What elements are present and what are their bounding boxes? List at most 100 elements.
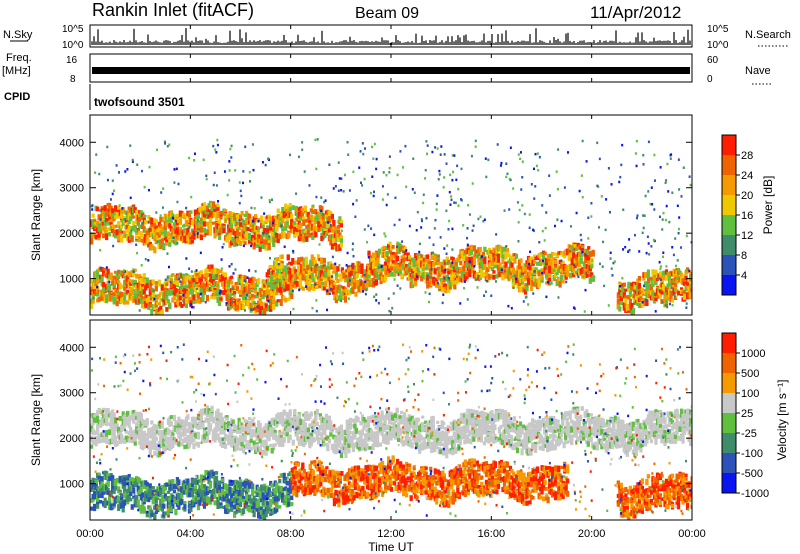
range-gate-cell (205, 266, 210, 273)
range-gate-cell (283, 245, 286, 249)
range-gate-cell (449, 203, 452, 206)
range-gate-cell (627, 250, 630, 253)
range-gate-cell (260, 305, 264, 313)
range-gate-cell (189, 283, 193, 290)
range-gate-cell (151, 279, 155, 285)
range-gate-cell (512, 286, 515, 290)
range-gate-cell (127, 279, 131, 285)
range-gate-cell (676, 267, 681, 272)
range-gate-cell (549, 281, 553, 285)
range-gate-cell (684, 275, 688, 281)
range-gate-cell (339, 223, 344, 228)
range-gate-cell (669, 302, 672, 306)
range-gate-cell (678, 216, 681, 219)
range-gate-cell (252, 230, 256, 235)
range-gate-cell (388, 170, 391, 174)
range-gate-cell (584, 268, 588, 273)
nave-tick-top: 60 (707, 55, 719, 66)
range-gate-cell (584, 253, 587, 256)
range-gate-cell (690, 278, 692, 282)
range-gate-cell (616, 298, 620, 303)
range-gate-cell (450, 269, 454, 273)
range-gate-cell (168, 238, 172, 244)
range-gate-cell (450, 195, 453, 198)
range-gate-cell (315, 263, 319, 268)
range-gate-cell (622, 289, 626, 295)
range-gate-cell (428, 236, 431, 239)
range-gate-cell (108, 214, 112, 221)
range-gate-cell (371, 145, 374, 149)
range-gate-cell (337, 273, 342, 278)
colorbar-tick-label: 12 (741, 230, 753, 242)
range-gate-cell (477, 217, 480, 221)
range-gate-cell (222, 226, 226, 233)
range-gate-cell (453, 201, 456, 204)
range-gate-cell (285, 216, 289, 221)
range-gate-cell (156, 296, 160, 300)
range-gate-cell (196, 232, 199, 235)
range-gate-cell (238, 235, 243, 241)
range-gate-cell (100, 296, 104, 301)
range-gate-cell (135, 236, 139, 240)
range-gate-cell (219, 297, 223, 301)
range-gate-cell (650, 245, 653, 248)
range-gate-cell (309, 262, 313, 269)
range-gate-cell (123, 218, 126, 221)
range-gate-cell (115, 423, 119, 430)
range-gate-cell (492, 247, 496, 252)
range-gate-cell (207, 280, 211, 285)
range-gate-cell (673, 282, 678, 287)
range-gate-cell (635, 216, 638, 220)
range-gate-cell (111, 208, 115, 215)
colorbar-segment (722, 275, 736, 295)
range-gate-cell (654, 297, 658, 302)
range-gate-cell (352, 202, 355, 206)
range-gate-cell (660, 298, 664, 303)
range-gate-cell (376, 268, 380, 274)
range-gate-cell (362, 152, 365, 156)
range-gate-cell (445, 252, 448, 256)
range-gate-cell (185, 206, 188, 210)
range-gate-cell (232, 272, 235, 275)
range-gate-cell (685, 269, 688, 272)
range-gate-cell (136, 251, 139, 255)
range-gate-cell (628, 290, 632, 297)
range-gate-cell (416, 267, 419, 270)
range-gate-cell (108, 429, 112, 436)
range-gate-cell (213, 211, 217, 218)
range-gate-cell (208, 227, 213, 233)
range-gate-cell (453, 284, 457, 290)
range-gate-cell (182, 294, 185, 297)
range-gate-cell (229, 147, 232, 151)
range-gate-cell (290, 226, 294, 230)
range-gate-cell (267, 269, 271, 276)
range-gate-cell (167, 265, 170, 269)
range-gate-cell (545, 211, 548, 214)
range-gate-cell (127, 225, 131, 231)
range-gate-cell (682, 289, 687, 295)
range-gate-cell (555, 170, 558, 173)
range-gate-cell (226, 284, 231, 292)
range-gate-cell (225, 301, 228, 305)
range-gate-cell (588, 278, 592, 284)
range-gate-cell (377, 248, 382, 252)
range-gate-cell (216, 269, 220, 277)
range-gate-cell (505, 248, 510, 253)
range-gate-cell (668, 220, 671, 224)
range-gate-cell (238, 214, 243, 222)
range-gate-cell (416, 275, 419, 278)
range-gate-cell (211, 416, 216, 424)
range-gate-cell (199, 251, 202, 255)
range-gate-cell (334, 296, 339, 304)
range-gate-cell (508, 177, 511, 181)
range-gate-cell (127, 283, 131, 288)
range-gate-cell (102, 407, 106, 413)
range-gate-cell (175, 279, 179, 286)
range-gate-cell (450, 198, 453, 202)
range-gate-cell (483, 294, 486, 297)
range-gate-cell (207, 418, 211, 424)
range-gate-cell (129, 196, 132, 200)
range-gate-cell (642, 163, 645, 166)
range-gate-cell (533, 270, 536, 273)
range-gate-cell (431, 251, 434, 255)
